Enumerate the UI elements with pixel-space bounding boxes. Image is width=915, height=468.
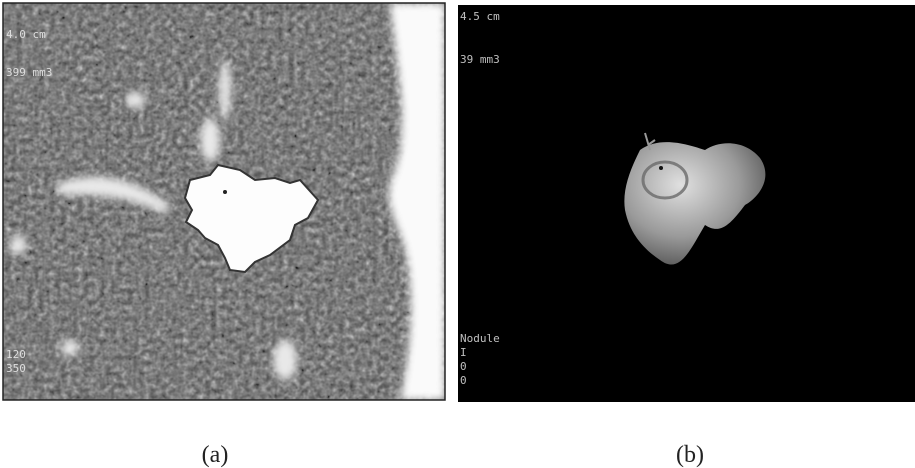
overlay-text: 120: [6, 348, 26, 361]
nodule-center: [659, 166, 663, 170]
overlay-text: 0: [460, 374, 467, 387]
vessel-stub: [644, 132, 656, 151]
caption: (b): [676, 442, 704, 468]
overlay-text: 399 mm3: [6, 66, 52, 79]
nodule-surface: [624, 142, 766, 265]
overlay-text: I: [460, 346, 467, 359]
nodule-center: [223, 190, 227, 194]
overlay-text: 4.0 cm: [6, 28, 46, 41]
nodule-contour: [183, 163, 320, 274]
caption: (a): [202, 442, 229, 468]
overlay-text: 4.5 cm: [460, 10, 500, 23]
panel-a: 4.0 cm 399 mm3 120 350: [3, 3, 445, 400]
panel-a-border: [2, 2, 446, 401]
overlay-text: 350: [6, 362, 26, 375]
chest-wall: [388, 3, 445, 400]
overlay-text: Nodule: [460, 332, 500, 345]
overlay-text: 39 mm3: [460, 53, 500, 66]
surface-fold: [641, 160, 689, 200]
vessels: [10, 60, 297, 380]
overlay-text: 0: [460, 360, 467, 373]
panel-b: 4.5 cm 39 mm3 Nodule I 0 0: [458, 5, 915, 402]
